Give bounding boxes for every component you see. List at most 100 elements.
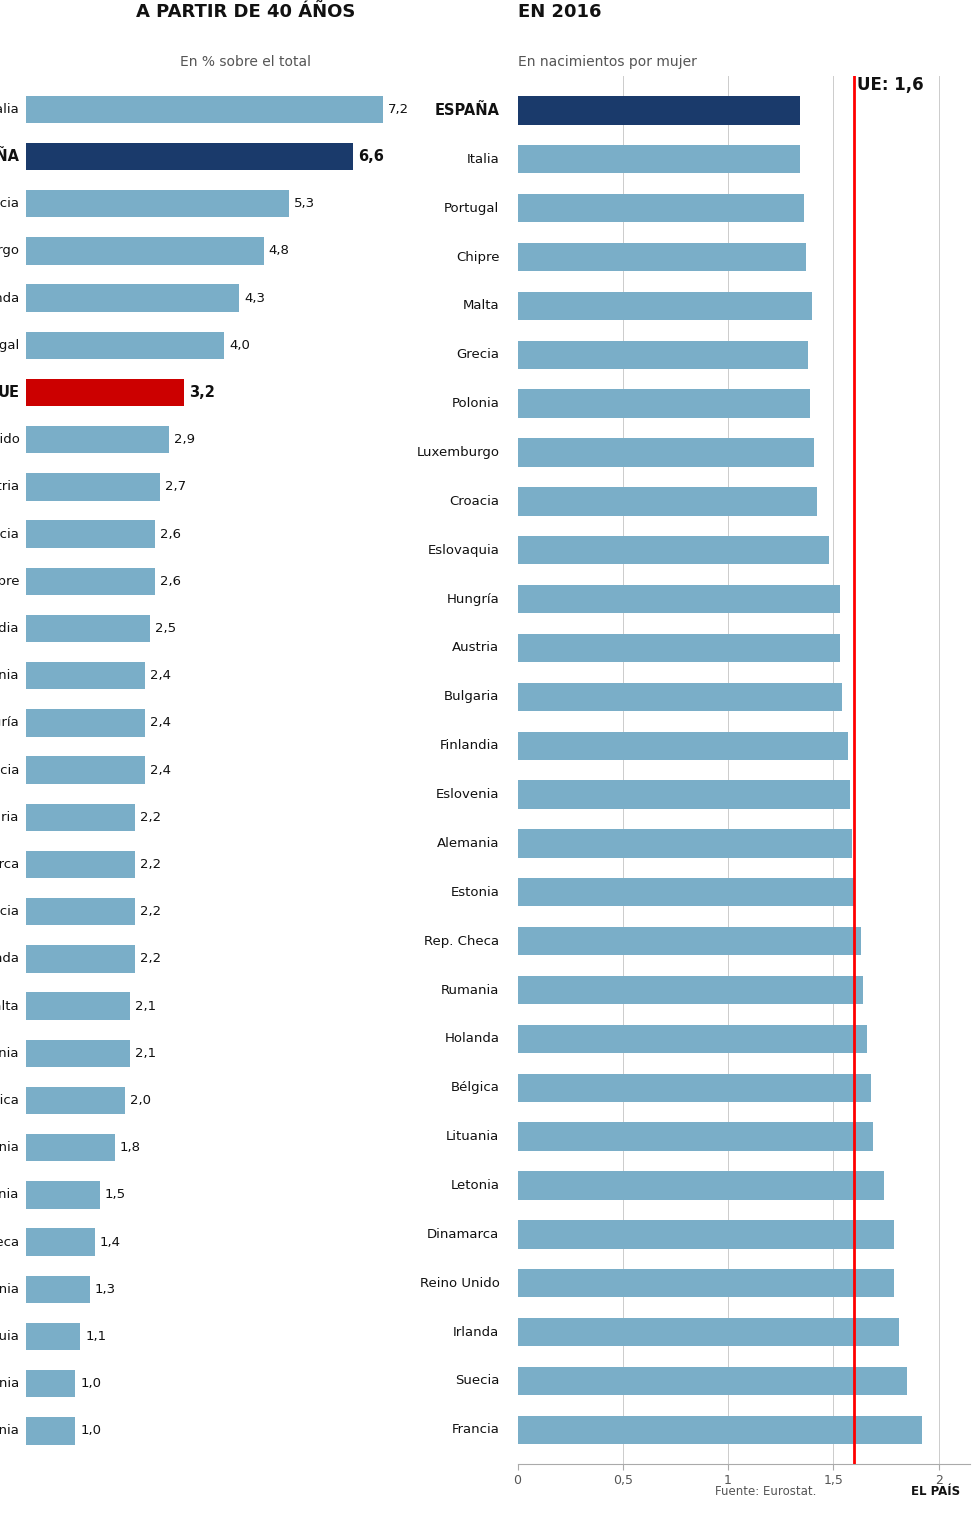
Text: 1,1: 1,1 — [85, 1330, 106, 1344]
Text: 2,5: 2,5 — [155, 622, 175, 634]
Bar — [517, 1366, 907, 1395]
Bar — [517, 486, 816, 515]
Text: 2,2: 2,2 — [140, 906, 161, 918]
Bar — [517, 976, 862, 1003]
Text: 2,4: 2,4 — [150, 669, 171, 682]
Text: Croacia: Croacia — [450, 496, 500, 508]
Text: Hungría: Hungría — [447, 593, 500, 605]
Bar — [25, 284, 239, 311]
Text: Finlandia: Finlandia — [440, 740, 500, 752]
Bar — [25, 191, 289, 218]
Text: Bulgaria: Bulgaria — [444, 691, 500, 703]
Text: Austria: Austria — [0, 480, 20, 494]
Text: Luxemburgo: Luxemburgo — [0, 244, 20, 258]
Text: 1,5: 1,5 — [105, 1188, 126, 1202]
Text: Holanda: Holanda — [444, 1032, 500, 1045]
Text: Estonia: Estonia — [451, 886, 500, 898]
Text: Reino Unido: Reino Unido — [0, 433, 20, 447]
Text: Portugal: Portugal — [0, 339, 20, 352]
Bar — [25, 756, 145, 784]
Text: Grecia: Grecia — [0, 197, 20, 210]
Bar — [517, 242, 806, 271]
Text: Italia: Italia — [466, 152, 500, 166]
Bar — [517, 1025, 867, 1054]
Bar — [517, 96, 800, 125]
Text: Malta: Malta — [0, 999, 20, 1013]
Text: Suecia: Suecia — [0, 764, 20, 776]
Text: MADRES PRIMERIZAS
A PARTIR DE 40 ÁÑOS: MADRES PRIMERIZAS A PARTIR DE 40 ÁÑOS — [136, 0, 356, 21]
Bar — [25, 520, 155, 547]
Bar — [517, 634, 840, 662]
Bar — [25, 804, 135, 831]
Bar — [25, 1322, 80, 1350]
Bar — [25, 1417, 75, 1444]
Text: ESPAÑA: ESPAÑA — [434, 104, 500, 117]
Text: Rep. Checa: Rep. Checa — [0, 1235, 20, 1249]
Text: Alemania: Alemania — [0, 669, 20, 682]
Text: 2,9: 2,9 — [174, 433, 195, 447]
Text: 4,0: 4,0 — [229, 339, 250, 352]
Text: Eslovenia: Eslovenia — [436, 788, 500, 801]
Text: Croacia: Croacia — [0, 906, 20, 918]
Text: Bélgica: Bélgica — [0, 1093, 20, 1107]
Bar — [25, 1275, 90, 1302]
Text: Chipre: Chipre — [456, 250, 500, 264]
Text: 5,3: 5,3 — [294, 197, 315, 210]
Text: 2,4: 2,4 — [150, 764, 171, 776]
Text: 2,4: 2,4 — [150, 717, 171, 729]
Text: Finlandia: Finlandia — [0, 622, 20, 634]
Text: 1,4: 1,4 — [100, 1235, 121, 1249]
Bar — [517, 830, 853, 857]
Text: 1,0: 1,0 — [80, 1424, 101, 1438]
Bar — [25, 238, 264, 264]
Text: Holanda: Holanda — [0, 953, 20, 965]
Bar — [517, 1220, 895, 1249]
Bar — [517, 683, 842, 711]
Bar — [25, 567, 155, 595]
Text: Malta: Malta — [463, 299, 500, 313]
Text: Eslovaquia: Eslovaquia — [427, 544, 500, 557]
Bar — [517, 389, 810, 418]
Text: Lituania: Lituania — [446, 1130, 500, 1144]
Bar — [25, 898, 135, 926]
Bar — [25, 1087, 124, 1115]
Bar — [25, 378, 184, 406]
Text: Fuente: Eurostat.: Fuente: Eurostat. — [715, 1484, 816, 1498]
Bar — [25, 96, 383, 124]
Text: TASA DE FECUNDIDAD
EN 2016: TASA DE FECUNDIDAD EN 2016 — [517, 0, 742, 21]
Text: Letonia: Letonia — [451, 1179, 500, 1193]
Text: 6,6: 6,6 — [358, 149, 384, 165]
Bar — [517, 781, 851, 808]
Text: 2,6: 2,6 — [160, 528, 180, 541]
Text: Italia: Italia — [0, 102, 20, 116]
Text: 2,6: 2,6 — [160, 575, 180, 587]
Text: Dinamarca: Dinamarca — [427, 1228, 500, 1241]
Text: Alemania: Alemania — [437, 837, 500, 849]
Text: Bulgaria: Bulgaria — [0, 811, 20, 824]
Text: Reino Unido: Reino Unido — [419, 1276, 500, 1290]
Text: UE: UE — [0, 384, 20, 400]
Bar — [25, 946, 135, 973]
Bar — [25, 1229, 95, 1255]
Bar — [25, 851, 135, 878]
Text: Suecia: Suecia — [455, 1374, 500, 1388]
Bar — [517, 145, 800, 174]
Text: 2,2: 2,2 — [140, 811, 161, 824]
Text: 1,8: 1,8 — [120, 1141, 141, 1154]
Text: 4,3: 4,3 — [244, 291, 265, 305]
Text: Letonia: Letonia — [0, 1283, 20, 1296]
Text: Rep. Checa: Rep. Checa — [424, 935, 500, 947]
Bar — [25, 473, 160, 500]
Bar — [517, 438, 814, 467]
Bar — [517, 1171, 884, 1200]
Text: Eslovaquia: Eslovaquia — [0, 1330, 20, 1344]
Text: Francia: Francia — [0, 528, 20, 541]
Bar — [517, 1122, 873, 1151]
Bar — [517, 537, 829, 564]
Bar — [517, 340, 808, 369]
Text: En % sobre el total: En % sobre el total — [180, 55, 312, 69]
Text: Irlanda: Irlanda — [0, 291, 20, 305]
Text: Portugal: Portugal — [444, 201, 500, 215]
Text: Estonia: Estonia — [0, 1141, 20, 1154]
Text: 2,0: 2,0 — [129, 1093, 151, 1107]
